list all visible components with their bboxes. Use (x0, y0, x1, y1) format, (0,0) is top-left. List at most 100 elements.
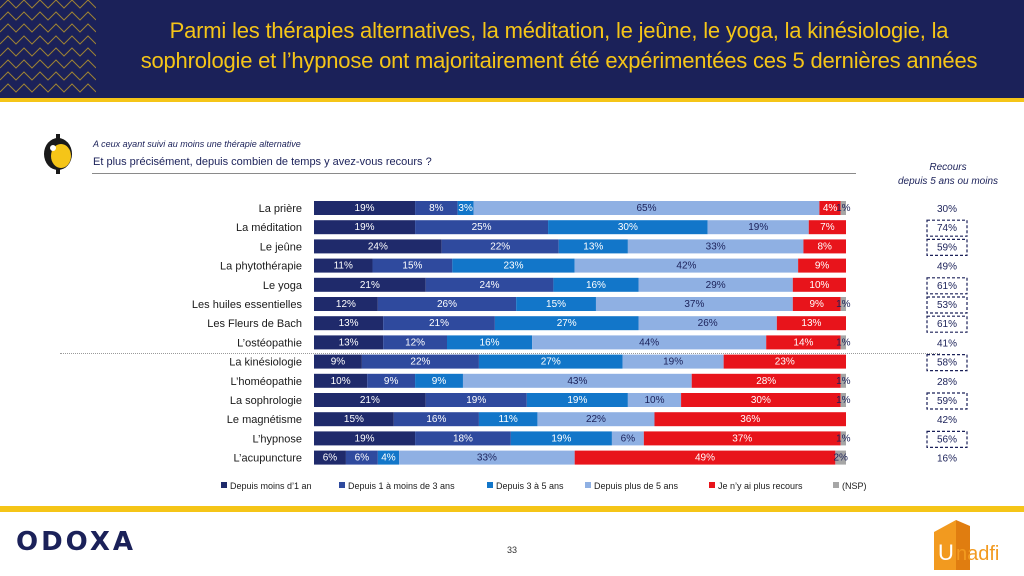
data-label: 13% (801, 318, 821, 329)
category-label: L’acupuncture (234, 453, 303, 465)
recours-highlight-box (926, 219, 968, 237)
row-separator (60, 353, 940, 354)
data-label: 1% (836, 337, 851, 348)
data-label: 37% (684, 299, 704, 310)
legend-swatch (487, 482, 493, 488)
bar-segment (638, 316, 777, 331)
data-label: 37% (732, 433, 752, 444)
data-label: 24% (368, 241, 388, 252)
bar-segment (792, 297, 841, 311)
recours-value: 74% (937, 223, 957, 234)
bar-segment (723, 354, 846, 369)
data-label: 19% (355, 433, 375, 444)
bar-segment (611, 431, 644, 446)
bar-segment (452, 258, 575, 273)
legend-swatch (585, 482, 591, 488)
bar-segment (840, 201, 846, 215)
data-label: 22% (586, 414, 606, 425)
legend-swatch (833, 482, 839, 488)
bar-segment (473, 201, 820, 215)
bar-segment (314, 239, 442, 254)
bar-segment (367, 373, 416, 388)
data-label: 26% (437, 299, 457, 310)
recours-highlight-box (926, 315, 968, 333)
bar-segment (383, 335, 447, 350)
bar-segment (425, 393, 527, 407)
bar-segment (798, 258, 846, 273)
bar-segment (314, 412, 394, 427)
legend-label: Depuis 1 à moins de 3 ans (348, 481, 455, 491)
data-label: 65% (636, 203, 656, 214)
data-label: 19% (567, 395, 587, 406)
data-label: 13% (339, 337, 359, 348)
recours-value: 42% (937, 415, 957, 426)
category-label: Le magnétisme (227, 414, 302, 426)
bar-segment (595, 297, 793, 311)
bar-segment (840, 393, 846, 407)
bar-segment (314, 201, 416, 215)
data-label: 9% (331, 357, 346, 368)
data-label: 8% (817, 241, 832, 252)
data-label: 6% (355, 453, 370, 464)
data-label: 14% (793, 337, 813, 348)
slide-header: Parmi les thérapies alternatives, la méd… (0, 0, 1024, 98)
data-label: 30% (618, 222, 638, 233)
legend-swatch (221, 482, 227, 488)
data-label: 19% (355, 203, 375, 214)
recours-value: 58% (937, 358, 957, 369)
bar-segment (840, 431, 846, 446)
data-label: 1% (836, 299, 851, 310)
category-label: Les huiles essentielles (192, 299, 303, 311)
unadfi-logo-text: nadfi (956, 543, 999, 565)
data-label: 15% (546, 299, 566, 310)
bar-segment (314, 393, 426, 407)
bar-segment (478, 412, 538, 427)
question-divider (92, 173, 856, 174)
category-label: La kinésiologie (229, 357, 302, 369)
recours-value: 59% (937, 396, 957, 407)
bar-segment (399, 450, 575, 465)
data-label: 28% (756, 376, 776, 387)
recours-value: 56% (937, 434, 957, 445)
bar-segment (808, 220, 846, 235)
bar-segment (622, 354, 724, 369)
data-label: 27% (557, 318, 577, 329)
recours-title-line2: depuis 5 ans ou moins (897, 176, 999, 187)
bar-segment (377, 450, 400, 465)
data-label: 1% (836, 376, 851, 387)
bar-segment (393, 412, 479, 427)
recours-highlight-box (926, 354, 968, 372)
data-label: 4% (381, 453, 396, 464)
bar-segment (314, 431, 416, 446)
bar-segment (494, 316, 639, 331)
data-label: 6% (323, 453, 338, 464)
data-label: 33% (706, 241, 726, 252)
slide-title-line1: Parmi les thérapies alternatives, la méd… (169, 18, 949, 43)
bar-segment (681, 393, 841, 407)
bar-segment (314, 450, 346, 465)
data-label: 22% (410, 357, 430, 368)
bar-segment (840, 297, 846, 311)
legend-label: Depuis 3 à 5 ans (496, 481, 564, 491)
data-label: 10% (644, 395, 664, 406)
odoxa-logo: ODOXA (16, 527, 137, 557)
data-label: 9% (815, 261, 830, 272)
bar-segment (835, 450, 846, 465)
recours-highlight-box (926, 392, 968, 410)
recours-value: 49% (937, 262, 957, 273)
data-label: 21% (360, 395, 380, 406)
data-label: 12% (336, 299, 356, 310)
chevron-pattern-decoration (0, 0, 96, 93)
bar-segment (574, 450, 836, 465)
bar-segment (516, 297, 596, 311)
bar-segment (840, 335, 846, 350)
recours-value: 61% (937, 281, 957, 292)
legend-label: Je n’y ai plus recours (718, 481, 803, 491)
recours-highlight-box (926, 296, 968, 314)
recours-highlight-box (926, 277, 968, 295)
bar-segment (707, 220, 809, 235)
data-label: 16% (480, 337, 500, 348)
category-label: La méditation (236, 222, 302, 234)
data-label: 1% (836, 203, 851, 214)
